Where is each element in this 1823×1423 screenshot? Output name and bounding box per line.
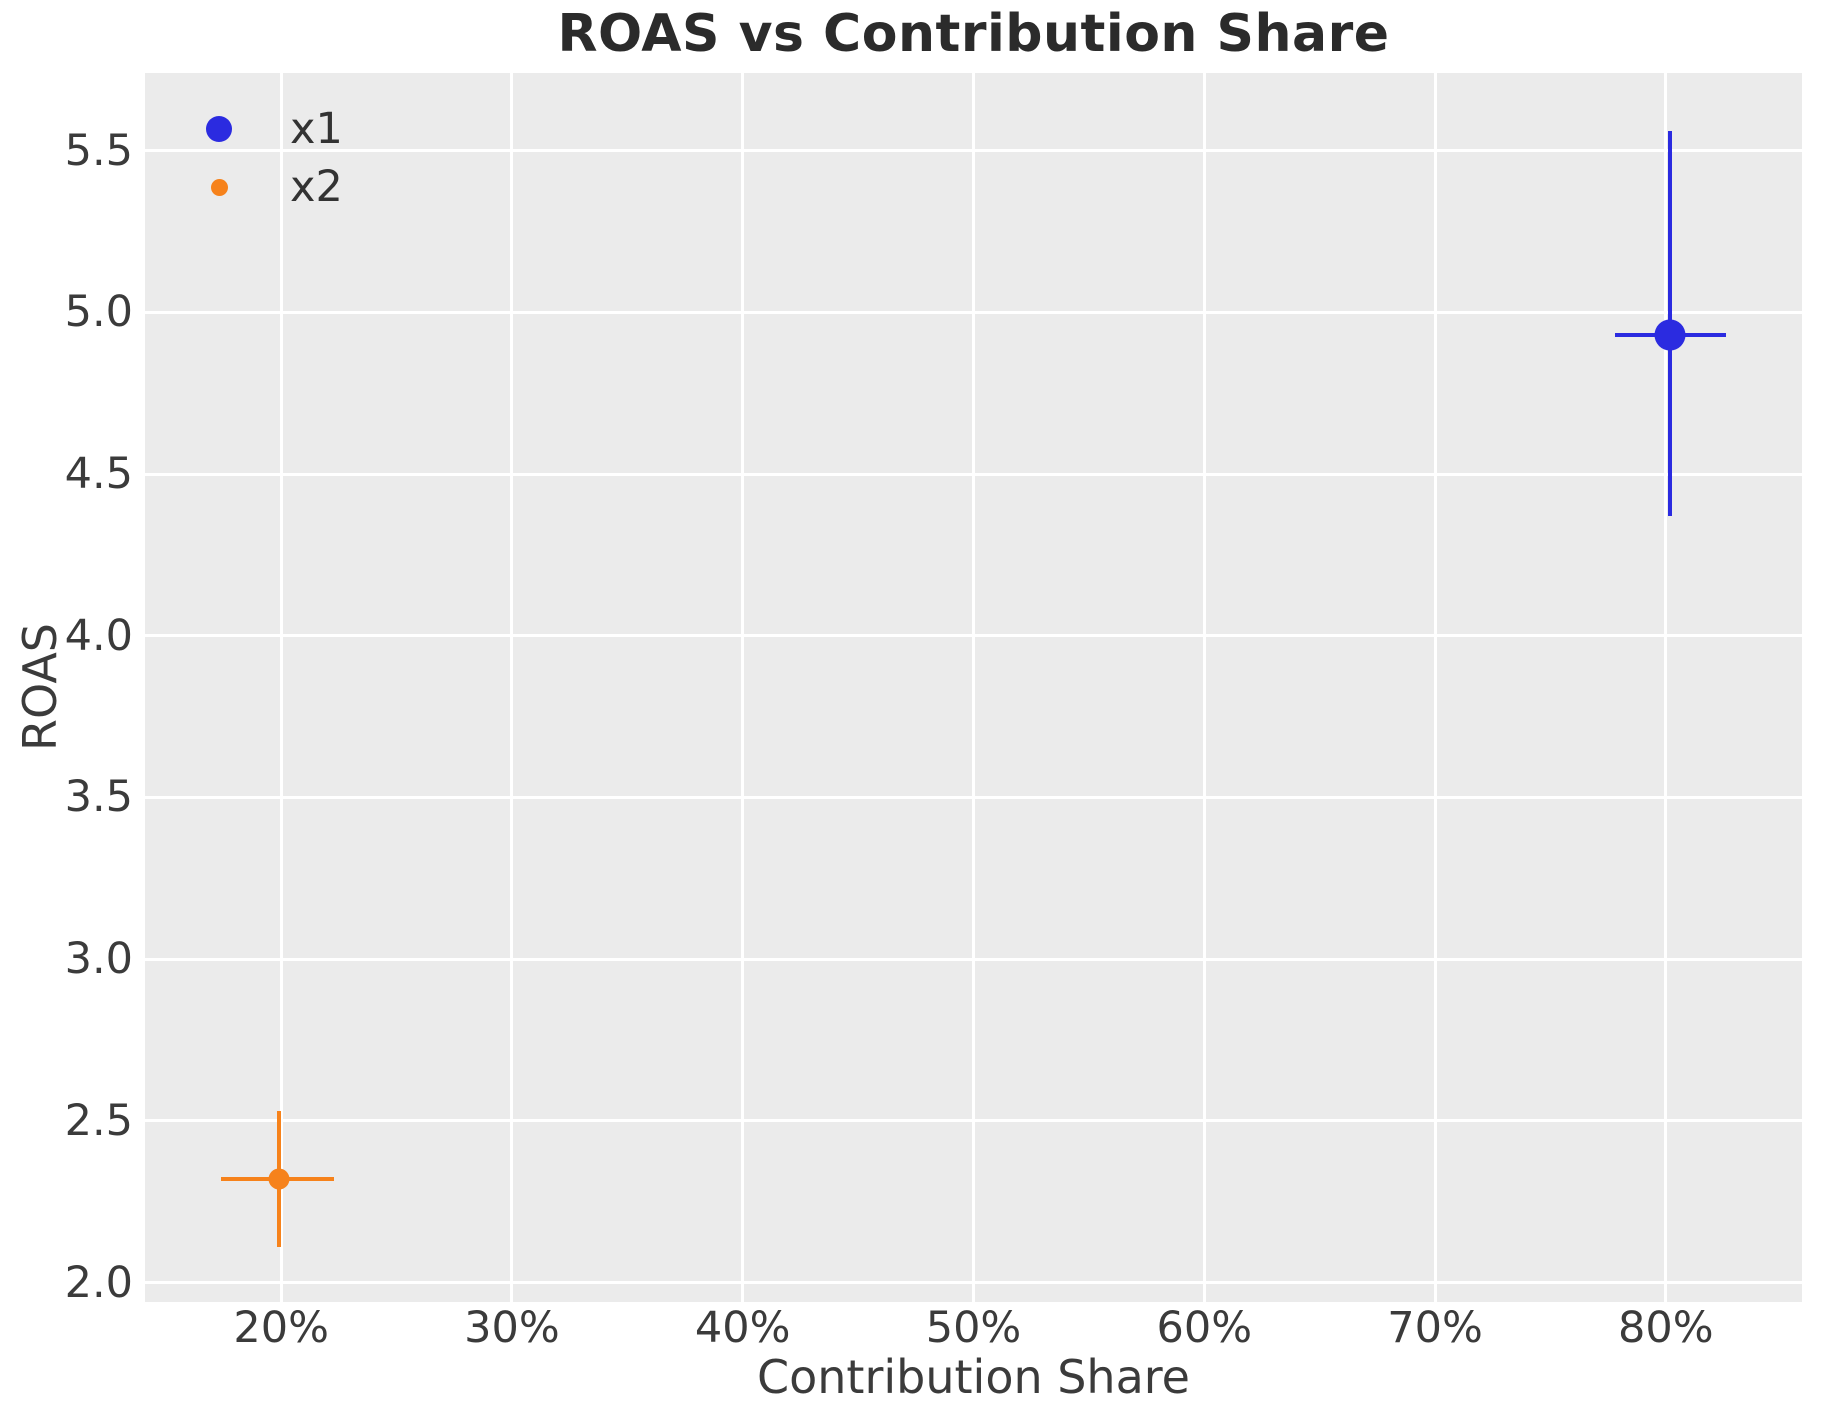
x-gridline-40 [741, 73, 745, 1302]
y-tick-label-5.0: 5.0 [64, 287, 133, 338]
x-tick-label-60: 60% [1156, 1303, 1253, 1353]
y-gridline-3.5 [145, 795, 1802, 799]
data-point-x2 [268, 1168, 290, 1190]
y-gridline-2.5 [145, 1119, 1802, 1123]
y-tick-label-5.5: 5.5 [64, 125, 133, 176]
y-gridline-5.0 [145, 310, 1802, 314]
y-tick-label-4.0: 4.0 [64, 610, 133, 661]
x-gridline-30 [510, 73, 514, 1302]
x-tick-label-30: 30% [464, 1303, 560, 1353]
x-gridline-60 [1202, 73, 1206, 1302]
y-tick-label-2.0: 2.0 [64, 1257, 133, 1308]
y-tick-label-2.5: 2.5 [64, 1095, 133, 1146]
y-gridline-4.0 [145, 634, 1802, 638]
data-point-x1 [1654, 319, 1686, 351]
legend: x1 x2 [185, 100, 343, 216]
y-tick-label-3.5: 3.5 [64, 772, 133, 823]
x-axis-label: Contribution Share [757, 1350, 1190, 1404]
y-gridline-4.5 [145, 472, 1802, 476]
y-gridline-2.0 [145, 1281, 1802, 1285]
legend-label-x2: x2 [290, 162, 343, 212]
x-gridline-20 [279, 73, 283, 1302]
x-tick-label-50: 50% [925, 1303, 1022, 1353]
chart-title: ROAS vs Contribution Share [557, 4, 1390, 64]
y-gridline-5.5 [145, 149, 1802, 153]
y-axis-label: ROAS [13, 622, 67, 752]
x-tick-label-20: 20% [233, 1303, 329, 1353]
legend-label-x1: x1 [290, 104, 343, 154]
legend-marker-icon-x2 [210, 178, 228, 196]
plot-area: x1 x2 [145, 73, 1802, 1302]
legend-marker-icon-x1 [206, 116, 232, 142]
x-gridline-80 [1664, 73, 1668, 1302]
legend-item-x1: x1 [185, 100, 343, 158]
y-gridline-3.0 [145, 957, 1802, 961]
x-tick-label-70: 70% [1387, 1303, 1483, 1353]
x-gridline-70 [1433, 73, 1437, 1302]
x-tick-label-80: 80% [1618, 1303, 1714, 1353]
y-tick-label-3.0: 3.0 [64, 934, 133, 985]
legend-item-x2: x2 [185, 158, 343, 216]
y-tick-label-4.5: 4.5 [64, 449, 133, 500]
x-gridline-50 [972, 73, 975, 1302]
legend-marker-cell-x1 [185, 116, 253, 142]
legend-marker-cell-x2 [185, 178, 253, 196]
x-tick-label-40: 40% [694, 1303, 791, 1353]
